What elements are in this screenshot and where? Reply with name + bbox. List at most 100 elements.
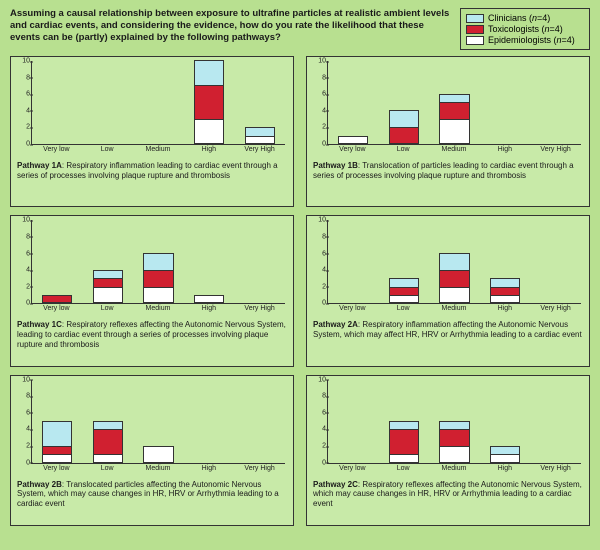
bar-segment	[93, 278, 123, 286]
category	[234, 220, 285, 303]
x-label: High	[183, 145, 234, 157]
x-labels: Very lowLowMediumHighVery High	[31, 304, 285, 316]
category	[234, 380, 285, 463]
x-label: Medium	[429, 145, 480, 157]
ytick: 0	[18, 141, 30, 148]
bar-segment	[389, 127, 419, 144]
category	[184, 220, 235, 303]
bar-segment	[143, 446, 173, 463]
category	[480, 61, 531, 144]
bar-segment	[490, 454, 520, 462]
ytick: 10	[314, 376, 326, 383]
plot-area: 0246810	[31, 220, 285, 304]
category	[83, 380, 134, 463]
bar-segment	[93, 429, 123, 454]
x-label: Very High	[234, 145, 285, 157]
category	[328, 380, 379, 463]
panel-caption: Pathway 2B: Translocated particles affec…	[17, 480, 287, 509]
legend-item: Toxicologists (n=4)	[466, 24, 584, 34]
bar-segment	[389, 287, 419, 295]
bar-segment	[439, 253, 469, 270]
x-label: Very low	[327, 464, 378, 476]
category	[32, 220, 83, 303]
bar-segment	[42, 295, 72, 303]
bars	[328, 61, 581, 144]
x-labels: Very lowLowMediumHighVery High	[327, 464, 581, 476]
figure-page: Assuming a causal relationship between e…	[0, 0, 600, 550]
bar-segment	[389, 110, 419, 127]
ytick: 8	[314, 393, 326, 400]
x-label: Low	[378, 464, 429, 476]
bar-segment	[389, 429, 419, 454]
bar-stack	[93, 270, 123, 304]
ytick: 2	[18, 443, 30, 450]
x-label: High	[479, 464, 530, 476]
category	[379, 220, 430, 303]
bar-segment	[42, 446, 72, 454]
x-label: Medium	[429, 464, 480, 476]
bar-segment	[389, 278, 419, 286]
bar-stack	[490, 446, 520, 463]
bar-segment	[439, 94, 469, 102]
bar-stack	[490, 278, 520, 303]
charts-grid: 0246810Very lowLowMediumHighVery HighPat…	[10, 56, 590, 526]
x-label: Low	[82, 145, 133, 157]
bars	[328, 220, 581, 303]
bar-segment	[42, 454, 72, 462]
ytick: 4	[314, 267, 326, 274]
bar-segment	[143, 270, 173, 287]
bar-stack	[338, 136, 368, 144]
chart-panel-1A: 0246810Very lowLowMediumHighVery HighPat…	[10, 56, 294, 207]
category	[32, 61, 83, 144]
question-text: Assuming a causal relationship between e…	[10, 8, 452, 50]
bar-segment	[490, 287, 520, 295]
bar-stack	[42, 295, 72, 303]
x-label: Very High	[530, 145, 581, 157]
ytick: 8	[314, 74, 326, 81]
bar-segment	[194, 295, 224, 303]
bar-segment	[194, 85, 224, 119]
ytick: 0	[18, 459, 30, 466]
ytick: 0	[314, 459, 326, 466]
x-label: Medium	[133, 145, 184, 157]
bar-segment	[338, 136, 368, 144]
x-label: Very High	[530, 464, 581, 476]
category	[530, 380, 581, 463]
bar-stack	[389, 278, 419, 303]
x-label: Medium	[429, 304, 480, 316]
ytick: 4	[18, 267, 30, 274]
x-label: High	[479, 145, 530, 157]
legend-item: Clinicians (n=4)	[466, 13, 584, 23]
x-label: Very High	[530, 304, 581, 316]
x-label: Low	[82, 304, 133, 316]
x-label: Medium	[133, 464, 184, 476]
ytick: 10	[314, 58, 326, 65]
bar-segment	[194, 60, 224, 85]
bar-segment	[490, 278, 520, 286]
bar-segment	[93, 421, 123, 429]
bar-stack	[42, 421, 72, 463]
x-label: High	[183, 304, 234, 316]
ytick: 10	[18, 217, 30, 224]
header-row: Assuming a causal relationship between e…	[10, 8, 590, 50]
x-label: Low	[82, 464, 133, 476]
category	[234, 61, 285, 144]
plot-area: 0246810	[327, 380, 581, 464]
x-label: High	[479, 304, 530, 316]
plot-area: 0246810	[327, 61, 581, 145]
bar-segment	[93, 287, 123, 304]
bar-segment	[93, 270, 123, 278]
category	[480, 380, 531, 463]
ytick: 0	[314, 141, 326, 148]
ytick: 6	[314, 91, 326, 98]
chart-panel-2B: 0246810Very lowLowMediumHighVery HighPat…	[10, 375, 294, 526]
bar-segment	[490, 295, 520, 303]
bars	[32, 220, 285, 303]
bar-stack	[194, 60, 224, 144]
category	[429, 220, 480, 303]
bar-stack	[93, 421, 123, 463]
bar-stack	[439, 94, 469, 144]
ytick: 2	[18, 124, 30, 131]
bar-segment	[143, 253, 173, 270]
x-label: Medium	[133, 304, 184, 316]
